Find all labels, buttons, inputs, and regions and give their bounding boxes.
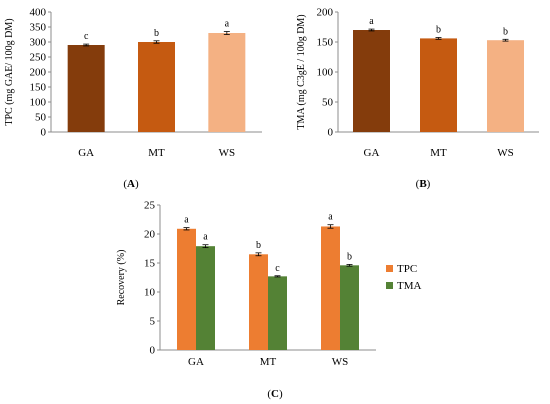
bar (353, 30, 390, 132)
x-tick-label: GA (188, 356, 204, 368)
y-tick-label: 50 (35, 112, 47, 124)
bar (487, 40, 524, 133)
bar (321, 226, 340, 350)
bar (268, 276, 287, 350)
panel-label-a: (A) (123, 178, 139, 190)
y-tick-label: 150 (30, 82, 47, 94)
y-axis-title: Recovery (%) (116, 250, 127, 306)
significance-letter: a (225, 19, 230, 30)
x-tick-label: MT (430, 147, 447, 159)
y-tick-label: 50 (322, 97, 334, 109)
y-tick-label: 200 (317, 7, 334, 19)
y-tick-label: 0 (328, 127, 334, 139)
bar (208, 33, 246, 132)
panel-label-c: (C) (267, 388, 283, 400)
y-tick-label: 0 (41, 127, 47, 139)
bar (249, 254, 268, 350)
y-tick-label: 5 (150, 316, 156, 328)
significance-letter: a (203, 232, 208, 243)
y-tick-label: 150 (317, 37, 334, 49)
x-tick-label: WS (332, 356, 349, 368)
y-tick-label: 15 (144, 258, 156, 270)
y-tick-label: 100 (30, 97, 47, 109)
y-tick-label: 10 (144, 287, 156, 299)
bar (67, 45, 105, 132)
bar (138, 42, 175, 132)
x-tick-label: MT (148, 147, 165, 159)
y-tick-label: 100 (317, 67, 334, 79)
legend-label: TMA (397, 280, 422, 292)
significance-letter: b (436, 25, 441, 36)
chart-b: 0 50 100 150 200 TMA (mg C3gE / 100g DM) GA MT W… (296, 7, 539, 159)
significance-letter: c (84, 31, 89, 42)
significance-letter: b (503, 26, 508, 37)
bar (340, 265, 359, 350)
significance-letter: a (328, 212, 333, 223)
legend-swatch (386, 282, 393, 289)
bar (196, 246, 215, 350)
x-tick-label: WS (219, 147, 236, 159)
significance-letter: a (184, 215, 189, 226)
y-tick-label: 25 (144, 200, 156, 212)
panel-label-b: (B) (416, 178, 431, 190)
x-tick-label: GA (364, 147, 380, 159)
y-axis-title: TPC (mg GAE/ 100g DM) (4, 18, 15, 125)
chart-c: 0 5 10 15 20 25 Recovery (%) GA MT WS a b a a c b TPC TMA (116, 200, 422, 369)
y-tick-label: 250 (30, 52, 47, 64)
significance-letter: b (154, 28, 159, 39)
y-tick-label: 300 (30, 37, 47, 49)
significance-letter: a (369, 16, 374, 27)
y-tick-label: 400 (30, 7, 47, 19)
x-tick-label: WS (497, 147, 514, 159)
bar (420, 38, 457, 132)
x-tick-label: GA (78, 147, 94, 159)
significance-letter: b (347, 251, 352, 262)
chart-a: 0 50 100 150 200 250 300 350 400 TPC (mg GAE/ 100… (4, 7, 262, 159)
y-tick-label: 200 (30, 67, 47, 79)
y-tick-label: 0 (150, 345, 156, 357)
significance-letter: c (275, 263, 280, 274)
legend-swatch (386, 265, 393, 272)
x-tick-label: MT (260, 356, 277, 368)
y-tick-label: 350 (30, 22, 47, 34)
significance-letter: b (256, 240, 261, 251)
bar (177, 228, 196, 350)
y-axis-title: TMA (mg C3gE / 100g DM) (296, 14, 307, 129)
y-tick-label: 20 (144, 229, 156, 241)
legend-label: TPC (397, 263, 417, 275)
